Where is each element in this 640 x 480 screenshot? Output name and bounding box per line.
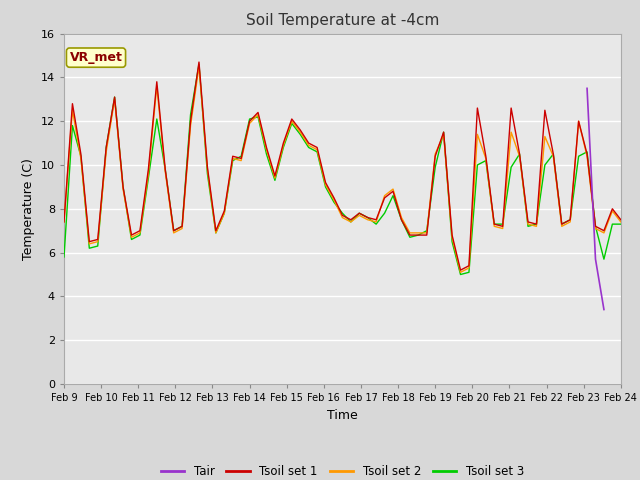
Legend: Tair, Tsoil set 1, Tsoil set 2, Tsoil set 3: Tair, Tsoil set 1, Tsoil set 2, Tsoil se…: [156, 461, 529, 480]
Y-axis label: Temperature (C): Temperature (C): [22, 158, 35, 260]
X-axis label: Time: Time: [327, 408, 358, 421]
Text: VR_met: VR_met: [70, 51, 122, 64]
Title: Soil Temperature at -4cm: Soil Temperature at -4cm: [246, 13, 439, 28]
